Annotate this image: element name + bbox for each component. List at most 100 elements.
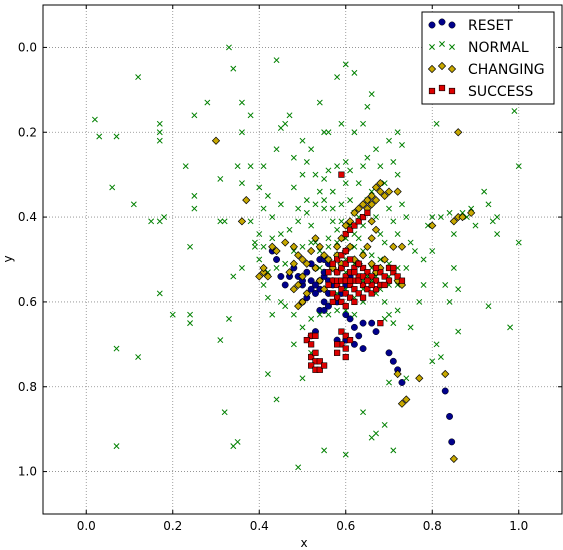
point-changing — [358, 200, 368, 209]
point-normal — [334, 74, 341, 81]
point-reset — [441, 387, 449, 395]
point-normal — [295, 205, 302, 212]
point-normal — [286, 226, 293, 233]
point-success — [333, 269, 341, 276]
point-normal — [386, 379, 392, 386]
point-reset — [277, 273, 285, 280]
point-normal — [286, 112, 293, 119]
point-normal — [191, 205, 198, 212]
point-normal — [187, 311, 194, 318]
point-changing — [272, 246, 281, 256]
point-normal — [156, 137, 163, 144]
point-normal — [390, 447, 397, 454]
point-reset — [398, 379, 406, 386]
point-normal — [256, 184, 263, 191]
point-changing — [211, 136, 221, 145]
point-changing — [397, 242, 407, 251]
point-normal — [481, 188, 488, 195]
point-success — [359, 264, 367, 272]
point-success — [342, 247, 349, 255]
legend-marker-changing — [427, 64, 437, 74]
point-success — [308, 362, 315, 369]
legend: RESET NORMAL CHANGING SUCCESS — [421, 11, 555, 105]
point-normal — [394, 129, 401, 136]
point-success — [333, 256, 341, 263]
point-normal — [342, 180, 349, 187]
point-success — [342, 353, 349, 361]
point-normal — [264, 294, 271, 301]
point-normal — [347, 167, 354, 174]
point-success — [316, 358, 323, 365]
point-reset — [307, 285, 315, 293]
point-reset — [346, 315, 354, 323]
point-normal — [273, 57, 280, 64]
point-normal — [351, 69, 358, 76]
point-success — [346, 256, 354, 263]
point-normal — [485, 303, 492, 310]
point-normal — [386, 205, 392, 212]
point-normal — [463, 214, 470, 221]
point-success — [342, 260, 349, 267]
point-normal — [455, 286, 462, 293]
point-normal — [130, 201, 137, 208]
point-normal — [273, 146, 280, 153]
point-normal — [187, 320, 194, 327]
point-normal — [429, 248, 436, 254]
point-changing — [384, 187, 394, 196]
point-normal — [91, 116, 98, 123]
y-tick-label: 0.6 — [18, 295, 37, 309]
point-normal — [351, 243, 358, 250]
point-reset — [312, 289, 319, 297]
point-normal — [411, 248, 418, 254]
point-normal — [325, 167, 332, 174]
point-normal — [390, 158, 397, 165]
point-normal — [295, 464, 302, 471]
point-success — [364, 286, 371, 293]
point-changing — [294, 280, 303, 290]
point-normal — [321, 205, 328, 212]
point-normal — [450, 231, 457, 238]
point-normal — [316, 99, 323, 106]
point-normal — [264, 371, 271, 377]
point-success — [308, 353, 315, 361]
point-normal — [329, 188, 336, 195]
point-success — [342, 332, 349, 339]
x-axis-label: x — [300, 536, 307, 550]
point-changing — [458, 212, 467, 222]
point-changing — [389, 242, 398, 251]
point-normal — [325, 243, 332, 250]
point-normal — [290, 154, 297, 161]
point-normal — [472, 222, 479, 229]
point-reset — [372, 328, 380, 336]
point-normal — [334, 307, 341, 314]
point-success — [303, 336, 310, 344]
point-normal — [303, 209, 310, 216]
point-changing — [371, 225, 381, 234]
point-normal — [424, 222, 431, 229]
point-normal — [321, 197, 328, 204]
point-normal — [277, 201, 284, 208]
point-normal — [290, 184, 297, 191]
point-reset — [448, 438, 456, 446]
y-axis-label: y — [1, 255, 15, 262]
point-reset — [273, 256, 280, 263]
point-normal — [156, 129, 163, 136]
point-success — [325, 269, 332, 276]
point-normal — [217, 218, 224, 225]
point-normal — [135, 354, 142, 361]
point-success — [364, 269, 371, 276]
point-success — [308, 341, 315, 348]
point-changing — [302, 259, 311, 268]
point-normal — [230, 273, 237, 280]
point-normal — [450, 265, 457, 271]
point-changing — [380, 255, 389, 264]
point-normal — [468, 205, 475, 212]
point-normal — [226, 315, 232, 322]
point-normal — [329, 205, 336, 212]
point-normal — [290, 248, 297, 254]
x-tick-label: 0.8 — [423, 519, 442, 533]
point-changing — [281, 238, 290, 247]
point-success — [351, 298, 358, 306]
point-normal — [338, 201, 345, 208]
point-changing — [397, 399, 407, 408]
